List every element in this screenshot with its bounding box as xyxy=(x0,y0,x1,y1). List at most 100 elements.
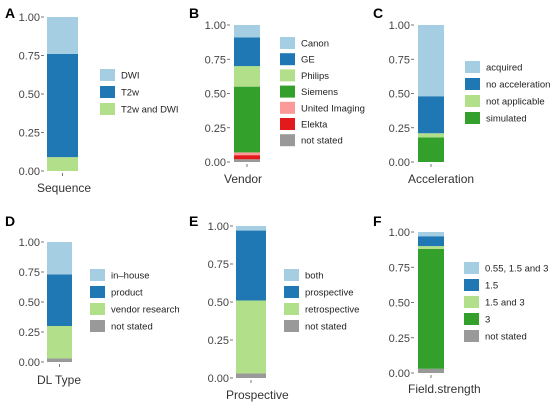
legend-not-stated-label: not stated xyxy=(111,322,153,333)
legend-philips-swatch xyxy=(280,69,295,82)
bar-segment-canon xyxy=(234,25,260,38)
legend-acquired-swatch xyxy=(465,61,480,73)
panel-label-d: D xyxy=(5,213,15,229)
bar-segment-no-acceleration xyxy=(418,96,444,134)
bar-segment-philips xyxy=(234,66,260,87)
legend-both-label: both xyxy=(305,271,324,282)
y-tick-label: 0.25 xyxy=(19,128,40,140)
y-tick-label: 0.25 xyxy=(389,123,410,135)
bar-segment-prospective xyxy=(236,230,266,301)
legend-not-applicable-label: not applicable xyxy=(486,97,545,108)
legend-not-stated-label: not stated xyxy=(485,332,527,343)
legend-no-acceleration-swatch xyxy=(465,78,480,90)
y-tick-label: 0.25 xyxy=(389,333,410,345)
y-tick-label: 0.50 xyxy=(19,89,40,101)
legend-canon-swatch xyxy=(280,37,295,49)
legend-ge-label: GE xyxy=(301,55,315,66)
legend-retrospective-swatch xyxy=(284,303,299,315)
bar-segment-t2w-and-dwi xyxy=(47,157,78,171)
x-axis-title: Sequence xyxy=(37,181,91,195)
legend-not-stated-label: not stated xyxy=(301,136,343,147)
bar-segment-vendor-research xyxy=(47,326,72,359)
legend-both-swatch xyxy=(284,269,299,281)
y-tick-label: 0.75 xyxy=(208,259,229,271)
legend-elekta-swatch xyxy=(280,118,295,130)
y-tick-label: 0.50 xyxy=(19,297,40,309)
bar-segment-in-house xyxy=(47,242,72,275)
legend-canon-label: Canon xyxy=(301,39,329,50)
bar-segment-not-stated xyxy=(418,368,444,373)
y-tick-label: 0.00 xyxy=(389,157,410,169)
legend-no-acceleration-label: no acceleration xyxy=(486,80,550,91)
legend-dwi-swatch xyxy=(100,69,115,81)
y-tick-label: 0.75 xyxy=(205,54,226,66)
y-tick-label: 0.00 xyxy=(208,373,229,385)
bar-segment-not-applicable xyxy=(418,133,444,138)
y-tick-label: 0.75 xyxy=(389,262,410,274)
y-tick-label: 0.25 xyxy=(205,123,226,135)
bar-segment-1-5 xyxy=(418,236,444,247)
panel-label-e: E xyxy=(189,213,198,229)
bar-segment-dwi xyxy=(47,17,78,54)
bar-segment-acquired xyxy=(418,25,444,97)
bar-segment-not-stated xyxy=(47,358,72,362)
y-tick-label: 0.25 xyxy=(208,335,229,347)
legend-t2w-label: T2w xyxy=(121,88,139,99)
x-axis-title: Field.strength xyxy=(408,382,481,396)
legend-vendor-research-label: vendor research xyxy=(111,305,180,316)
legend-retrospective-label: retrospective xyxy=(305,305,359,316)
y-tick-label: 0.50 xyxy=(389,89,410,101)
legend-elekta-label: Elekta xyxy=(301,120,328,131)
y-tick-label: 1.00 xyxy=(205,20,226,32)
legend-not-applicable-swatch xyxy=(465,95,480,107)
legend-t2w-and-dwi-label: T2w and DWI xyxy=(121,105,179,116)
x-axis-title: Prospective xyxy=(226,388,289,402)
legend-0-55-1-5-and-3-swatch xyxy=(464,262,479,274)
legend-1-5-and-3-swatch xyxy=(464,296,479,308)
legend-prospective-label: prospective xyxy=(305,288,354,299)
legend-in-house-label: in–house xyxy=(111,271,150,282)
panel-label-a: A xyxy=(5,5,15,21)
panel-b: B 0.00 0.25 0.50 0.75 1.00 Vendor Canon GE Philip… xyxy=(189,5,365,186)
y-tick-label: 1.00 xyxy=(389,227,410,239)
x-axis-title: Vendor xyxy=(224,172,262,186)
legend-prospective-swatch xyxy=(284,286,299,298)
legend-dwi-label: DWI xyxy=(121,71,139,82)
legend-siemens-label: Siemens xyxy=(301,87,338,98)
panel-label-f: F xyxy=(373,213,382,229)
panel-d: D 0.00 0.25 0.50 0.75 1.00 DL Type in–house prod… xyxy=(5,213,180,387)
x-axis-title: Acceleration xyxy=(408,172,474,186)
y-tick-label: 0.75 xyxy=(19,267,40,279)
y-tick-label: 1.00 xyxy=(389,20,410,32)
legend-vendor-research-swatch xyxy=(90,303,105,315)
bar-segment-both xyxy=(236,226,266,231)
legend-3-swatch xyxy=(464,313,479,325)
legend-acquired-label: acquired xyxy=(486,63,522,74)
legend-1-5-swatch xyxy=(464,279,479,291)
y-tick-label: 0.50 xyxy=(205,89,226,101)
legend-product-swatch xyxy=(90,286,105,298)
legend-not-stated-swatch xyxy=(284,320,299,332)
legend-in-house-swatch xyxy=(90,269,105,281)
legend-united-imaging-swatch xyxy=(280,101,295,114)
y-tick-label: 0.75 xyxy=(389,54,410,66)
y-tick-label: 0.75 xyxy=(19,51,40,63)
legend-t2w-swatch xyxy=(100,86,115,98)
legend-not-stated-swatch xyxy=(280,134,295,147)
bar-segment-united-imaging xyxy=(234,152,260,156)
panel-label-b: B xyxy=(189,5,199,21)
y-tick-label: 0.25 xyxy=(19,327,40,339)
legend-simulated-label: simulated xyxy=(486,114,527,125)
y-tick-label: 0.00 xyxy=(19,357,40,369)
legend-1-5-label: 1.5 xyxy=(485,281,498,292)
bar-segment-siemens xyxy=(234,86,260,153)
bar-segment-1-5-and-3 xyxy=(418,246,444,249)
bar-segment-product xyxy=(47,274,72,326)
bar-segment-elekta xyxy=(234,155,260,160)
bar-segment-simulated xyxy=(418,137,444,162)
y-tick-label: 1.00 xyxy=(19,12,40,24)
y-tick-label: 0.00 xyxy=(389,368,410,380)
bar-segment-t2w xyxy=(47,53,78,158)
legend-united-imaging-label: United Imaging xyxy=(301,103,365,114)
